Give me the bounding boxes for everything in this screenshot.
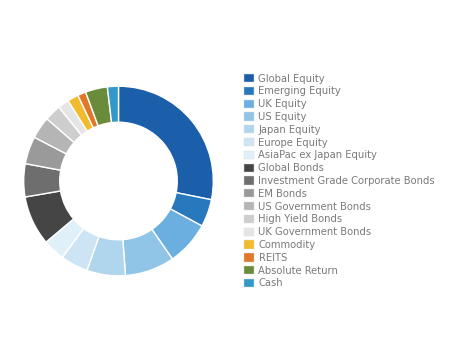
Wedge shape — [118, 86, 213, 200]
Wedge shape — [25, 191, 73, 242]
Wedge shape — [35, 119, 74, 154]
Wedge shape — [107, 86, 118, 123]
Wedge shape — [123, 230, 173, 275]
Wedge shape — [62, 228, 99, 270]
Wedge shape — [87, 236, 126, 276]
Wedge shape — [86, 87, 111, 126]
Wedge shape — [78, 92, 98, 128]
Wedge shape — [170, 193, 211, 226]
Wedge shape — [68, 95, 93, 131]
Wedge shape — [46, 219, 84, 257]
Wedge shape — [152, 209, 202, 259]
Wedge shape — [59, 101, 87, 135]
Wedge shape — [47, 107, 82, 143]
Wedge shape — [25, 137, 66, 170]
Legend: Global Equity, Emerging Equity, UK Equity, US Equity, Japan Equity, Europe Equit: Global Equity, Emerging Equity, UK Equit… — [242, 72, 437, 290]
Wedge shape — [24, 164, 61, 197]
